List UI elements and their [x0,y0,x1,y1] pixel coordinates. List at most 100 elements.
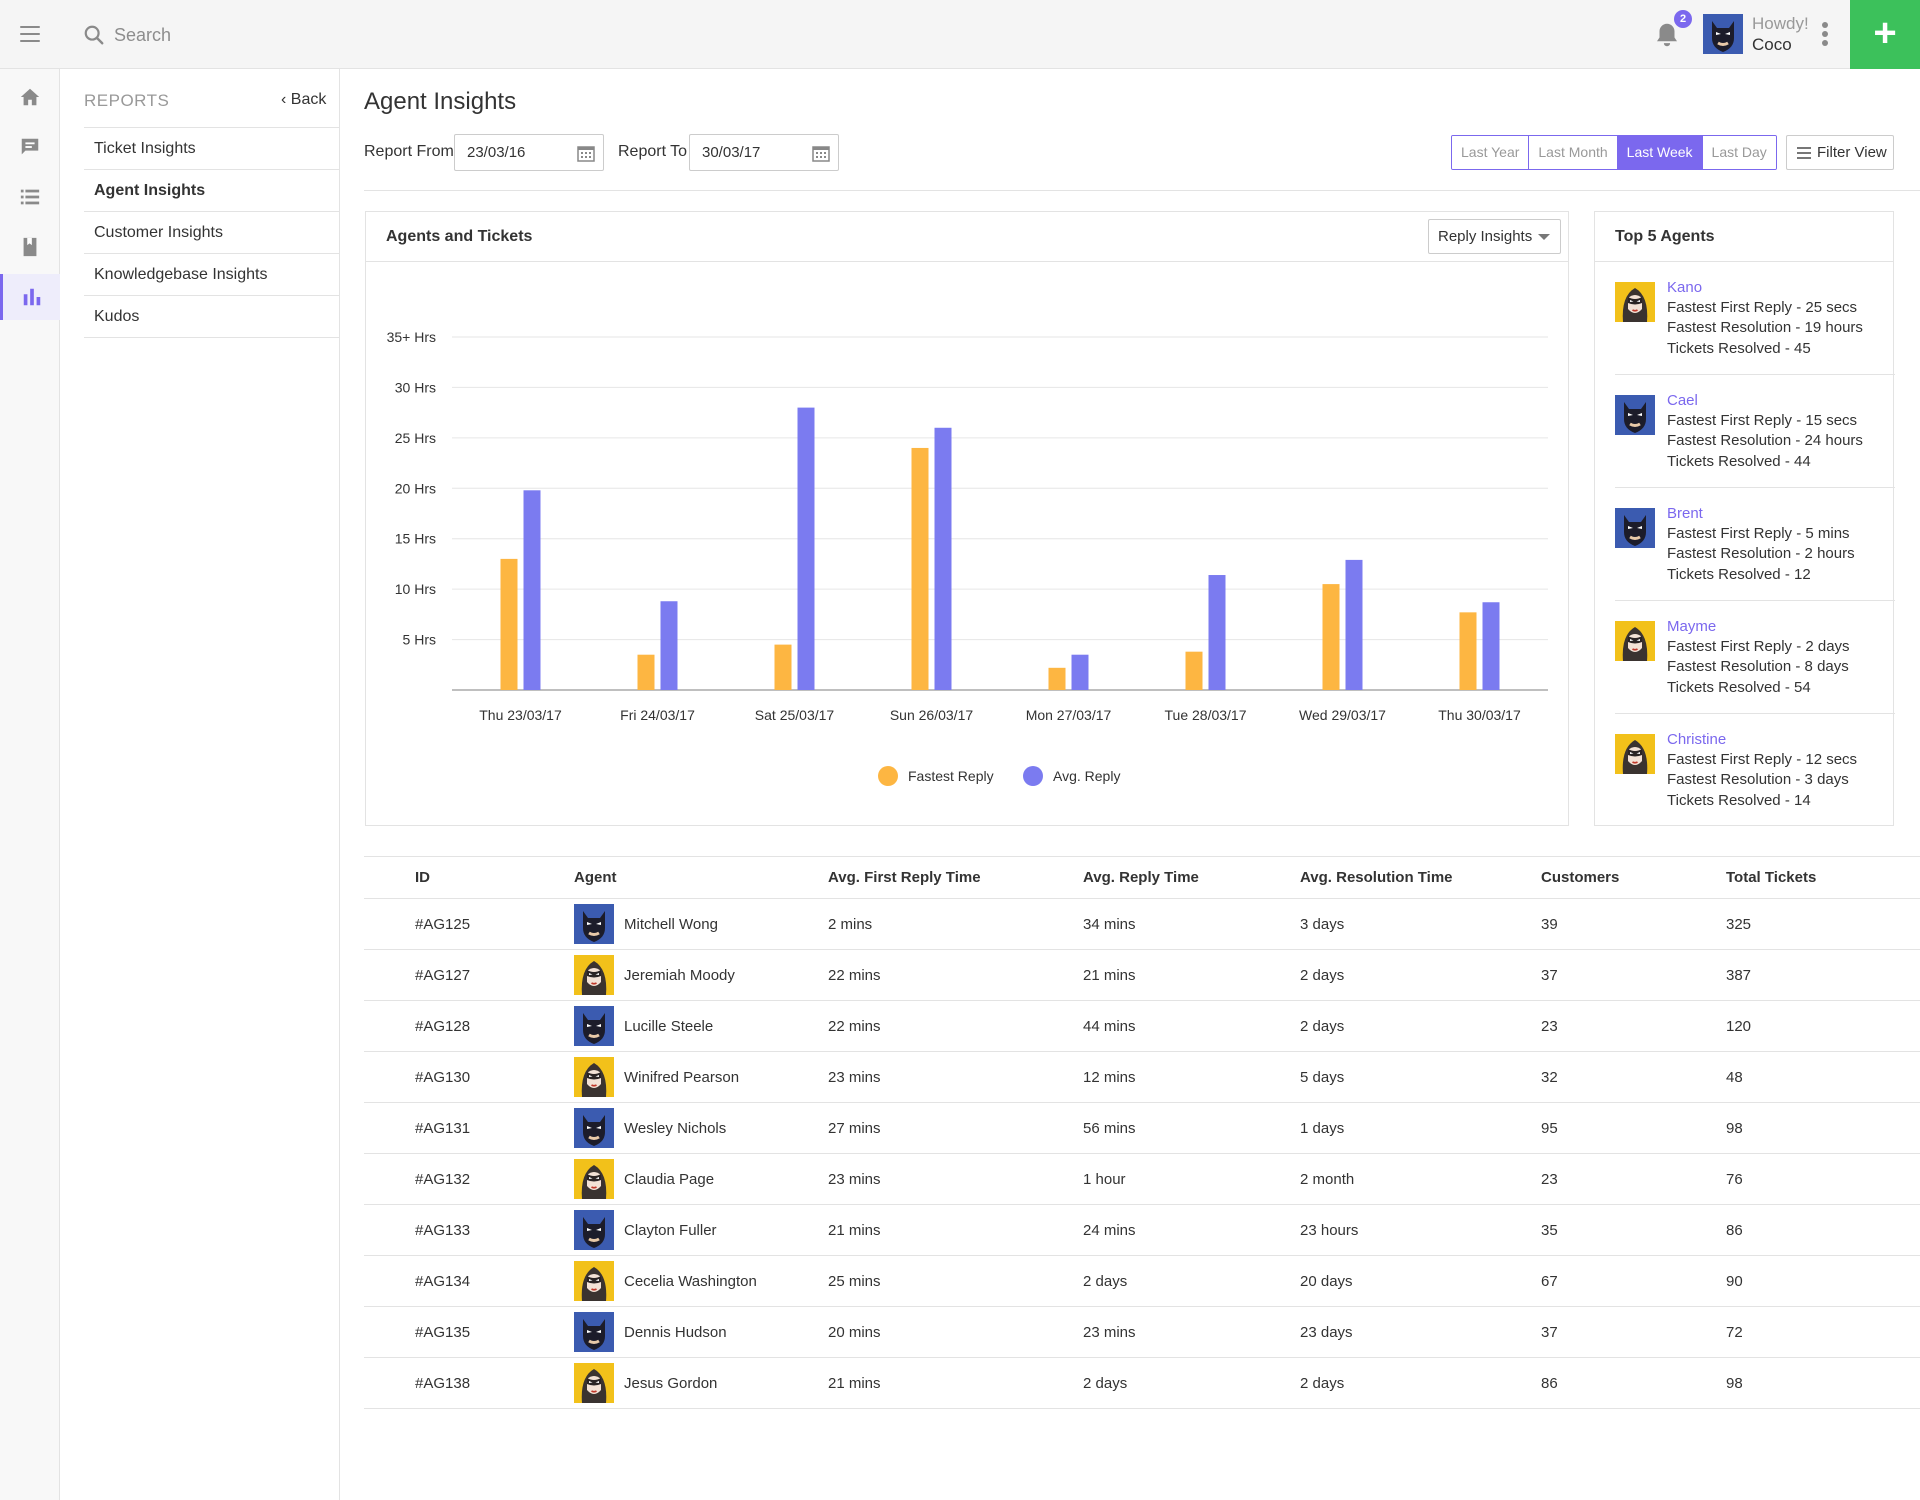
cell-id: #AG138 [415,1374,471,1392]
header-customers[interactable]: Customers [1541,869,1620,886]
cell-customers: 39 [1541,915,1558,933]
notification-badge: 2 [1674,10,1692,28]
top-agent-resolved: Tickets Resolved - 44 [1667,453,1811,470]
cell-customers: 23 [1541,1017,1558,1035]
add-button[interactable]: + [1850,0,1920,69]
sidebar-item-agent-insights[interactable]: Agent Insights [84,170,340,212]
y-tick-label: 30 Hrs [395,379,436,395]
sidebar-item-knowledgebase-insights[interactable]: Knowledgebase Insights [84,254,340,296]
report-from-field[interactable]: 23/03/16 [454,134,604,171]
sidebar-item-customer-insights[interactable]: Customer Insights [84,212,340,254]
top-agent-resolution: Fastest Resolution - 8 days [1667,658,1849,675]
header-agent[interactable]: Agent [574,869,617,886]
top-agent-item: Christine Fastest First Reply - 12 secs Fa… [1615,714,1895,827]
sidebar-item-kudos[interactable]: Kudos [84,296,340,338]
cell-id: #AG133 [415,1221,471,1239]
cell-reply: 23 mins [1083,1323,1136,1341]
range-last-day[interactable]: Last Day [1702,136,1776,169]
cell-customers: 35 [1541,1221,1558,1239]
table-row[interactable]: #AG133 Clayton Fuller 21 mins 24 mins 23 hou… [364,1205,1920,1256]
table-row[interactable]: #AG125 Mitchell Wong 2 mins 34 mins 3 days 39… [364,899,1920,950]
top-agent-name[interactable]: Kano [1667,279,1703,296]
calendar-icon[interactable] [812,144,830,162]
cell-resolution: 1 days [1300,1119,1345,1137]
table-row[interactable]: #AG128 Lucille Steele 22 mins 44 mins 2 days… [364,1001,1920,1052]
cell-resolution: 2 days [1300,1017,1345,1035]
reply-insights-dropdown[interactable]: Reply Insights [1428,219,1561,254]
cell-customers: 67 [1541,1272,1558,1290]
report-to-field[interactable]: 30/03/17 [689,134,839,171]
male-avatar-icon [574,904,614,944]
top-agent-resolved: Tickets Resolved - 12 [1667,566,1811,583]
cell-resolution: 2 days [1300,966,1345,984]
cell-total: 90 [1726,1272,1743,1290]
cell-first-reply: 23 mins [828,1170,881,1188]
rail-book[interactable] [0,224,60,270]
y-tick-label: 35+ Hrs [387,329,436,345]
agent-name: Jeremiah Moody [624,966,735,984]
header-id[interactable]: ID [415,869,430,886]
rail-reports[interactable] [0,274,60,320]
top-agent-name[interactable]: Christine [1667,731,1727,748]
cell-resolution: 23 days [1300,1323,1353,1341]
female-avatar-icon [574,955,614,995]
top-agent-name[interactable]: Mayme [1667,618,1717,635]
agents-table: ID Agent Avg. First Reply Time Avg. Repl… [364,856,1920,1409]
cell-id: #AG135 [415,1323,471,1341]
cell-agent: Dennis Hudson [574,1307,727,1357]
calendar-icon[interactable] [577,144,595,162]
rail-home[interactable] [0,74,60,120]
y-tick-label: 5 Hrs [403,632,436,648]
table-row[interactable]: #AG131 Wesley Nichols 27 mins 56 mins 1 days… [364,1103,1920,1154]
header-resolution[interactable]: Avg. Resolution Time [1300,869,1453,886]
rail-chat[interactable] [0,124,60,170]
more-options-icon[interactable] [1822,22,1830,48]
back-link[interactable]: ‹ Back [281,91,326,109]
range-last-week[interactable]: Last Week [1617,136,1703,169]
fastest-reply-bar [637,654,655,690]
reports-chart-icon [23,288,40,306]
agent-name: Mitchell Wong [624,915,718,933]
cell-agent: Jesus Gordon [574,1358,717,1408]
table-row[interactable]: #AG127 Jeremiah Moody 22 mins 21 mins 2 days… [364,950,1920,1001]
table-row[interactable]: #AG134 Cecelia Washington 25 mins 2 days 20 … [364,1256,1920,1307]
table-row[interactable]: #AG135 Dennis Hudson 20 mins 23 mins 23 days… [364,1307,1920,1358]
chart-card-title: Agents and Tickets [386,228,533,245]
icon-rail [0,69,60,1500]
avg-reply-bar [1208,575,1226,690]
cell-customers: 23 [1541,1170,1558,1188]
fastest-reply-bar [500,558,518,690]
range-last-month[interactable]: Last Month [1529,136,1618,169]
agent-name: Clayton Fuller [624,1221,717,1239]
rail-list[interactable] [0,174,60,220]
cell-first-reply: 25 mins [828,1272,881,1290]
top-agent-resolution: Fastest Resolution - 24 hours [1667,432,1863,449]
bell-icon[interactable] [1652,20,1682,50]
cell-id: #AG128 [415,1017,471,1035]
caret-down-icon [1538,234,1550,240]
menu-icon[interactable] [20,26,40,42]
sidebar-item-ticket-insights[interactable]: Ticket Insights [84,128,340,170]
table-row[interactable]: #AG130 Winifred Pearson 23 mins 12 mins 5 da… [364,1052,1920,1103]
header-first-reply[interactable]: Avg. First Reply Time [828,869,981,886]
list-icon [20,189,40,205]
cell-resolution: 2 days [1300,1374,1345,1392]
search-input[interactable] [114,20,614,50]
top-agent-name[interactable]: Cael [1667,392,1698,409]
filter-view-button[interactable]: Filter View [1786,135,1894,170]
cell-resolution: 5 days [1300,1068,1345,1086]
avatar[interactable] [1703,14,1743,54]
header-total-tickets[interactable]: Total Tickets [1726,869,1817,886]
top-agent-resolved: Tickets Resolved - 14 [1667,792,1811,809]
cell-agent: Jeremiah Moody [574,950,735,1000]
table-row[interactable]: #AG138 Jesus Gordon 21 mins 2 days 2 days 86 9… [364,1358,1920,1409]
fastest-reply-bar [1459,612,1477,690]
cell-total: 86 [1726,1221,1743,1239]
range-last-year[interactable]: Last Year [1452,136,1530,169]
cell-agent: Lucille Steele [574,1001,713,1051]
cell-id: #AG131 [415,1119,471,1137]
y-tick-label: 20 Hrs [395,480,436,496]
top-agent-name[interactable]: Brent [1667,505,1703,522]
header-reply[interactable]: Avg. Reply Time [1083,869,1199,886]
table-row[interactable]: #AG132 Claudia Page 23 mins 1 hour 2 month 23… [364,1154,1920,1205]
